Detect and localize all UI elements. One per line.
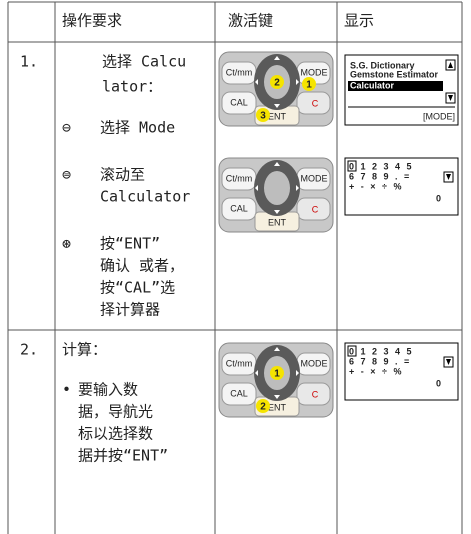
step-badge-label: 1 — [306, 80, 312, 91]
lcd-line: 6 7 8 9 . = — [349, 171, 411, 181]
header-cell: 激活键 — [228, 12, 273, 30]
key-label: ENT — [268, 111, 287, 121]
arrow — [274, 395, 280, 399]
lcd-line: Gemstone Estimator — [350, 69, 439, 79]
instruction: lator： — [102, 78, 162, 96]
lcd-line: S.G. Dictionary — [350, 60, 415, 70]
instruction: 要输入数 — [78, 381, 138, 399]
step-badge-label: 3 — [260, 111, 266, 122]
step-number: 1. — [20, 53, 38, 71]
lcd-highlight — [348, 81, 443, 91]
instruction: 按“ENT” — [100, 235, 160, 253]
key — [296, 197, 331, 221]
key-label: C — [312, 389, 319, 399]
arrow — [255, 370, 258, 376]
instruction: 滚动至 — [100, 166, 145, 184]
arrow — [296, 185, 299, 191]
step-badge-label: 1 — [274, 369, 280, 380]
lcd-line: + - × ÷ % — [349, 366, 403, 376]
key-label: CAL — [230, 203, 248, 213]
arrow — [274, 56, 280, 60]
scroll-arrow — [446, 174, 451, 180]
key — [221, 382, 257, 406]
key-label: MODE — [301, 173, 328, 183]
key-label: MODE — [301, 358, 328, 368]
lcd — [344, 342, 459, 401]
instruction: 选择 Calcu — [102, 53, 186, 71]
arrow — [255, 79, 258, 85]
nav-pad-inner — [264, 171, 290, 205]
step-badge — [270, 366, 284, 380]
lcd-line: + - × ÷ % — [349, 181, 403, 191]
step-badge — [270, 75, 284, 89]
arrow — [255, 185, 258, 191]
instruction: 标以选择数 — [78, 425, 153, 443]
instruction: 按“CAL”选 — [100, 279, 175, 297]
scroll-arrow — [448, 62, 453, 68]
step-badge-label: 2 — [260, 402, 266, 413]
instruction: 确认 或者， — [100, 257, 184, 275]
step-badge-label: 2 — [274, 78, 280, 89]
arrow — [274, 162, 280, 166]
arrow — [296, 79, 299, 85]
table-grid — [7, 1, 463, 534]
lcd-line: Calculator — [350, 80, 395, 90]
key — [296, 382, 331, 406]
instruction: 计算： — [62, 341, 107, 359]
lcd-result: 0 — [436, 378, 441, 388]
lcd-line: 6 7 8 9 . = — [349, 356, 411, 366]
key-label: CAL — [230, 388, 248, 398]
instruction: 据并按“ENT” — [78, 447, 168, 465]
lcd-line: 0 1 2 3 4 5 — [349, 346, 413, 356]
lcd-cursor — [347, 160, 357, 172]
key-label: C — [312, 204, 319, 214]
scroll-arrow — [446, 359, 451, 365]
key — [221, 91, 257, 115]
instruction: 选择 Mode — [100, 119, 175, 137]
key-label: C — [312, 98, 319, 108]
lcd-line: 0 1 2 3 4 5 — [349, 161, 413, 171]
key — [296, 91, 331, 115]
step-badge — [256, 108, 270, 122]
arrow — [274, 347, 280, 351]
bullet: • — [62, 381, 71, 399]
key-label: Ct/mm — [226, 358, 253, 368]
key-label: Ct/mm — [226, 173, 253, 183]
instruction: 据，导航光 — [78, 403, 153, 421]
bullet: ⊛ — [62, 235, 71, 253]
bullet: ⊖ — [62, 119, 71, 137]
key-label: CAL — [230, 97, 248, 107]
arrow — [296, 370, 299, 376]
key — [221, 197, 257, 221]
step-badge — [256, 399, 270, 413]
key-label: ENT — [268, 217, 287, 227]
lcd — [344, 157, 459, 216]
bullet: ⊜ — [62, 166, 71, 184]
key-label: Ct/mm — [226, 67, 253, 77]
arrow — [274, 210, 280, 214]
lcd-result: 0 — [436, 193, 441, 203]
step-badge — [302, 77, 316, 91]
arrow — [274, 104, 280, 108]
header-cell: 显示 — [344, 12, 374, 30]
lcd-cursor — [347, 345, 357, 357]
scroll-arrow — [448, 95, 453, 101]
key-label: ENT — [268, 402, 287, 412]
instruction: Calculator — [100, 188, 190, 206]
step-number: 2. — [20, 341, 38, 359]
header-cell: 操作要求 — [62, 12, 122, 30]
lcd-footer: [MODE] — [423, 111, 455, 121]
key-label: MODE — [301, 67, 328, 77]
instruction: 择计算器 — [100, 301, 160, 319]
